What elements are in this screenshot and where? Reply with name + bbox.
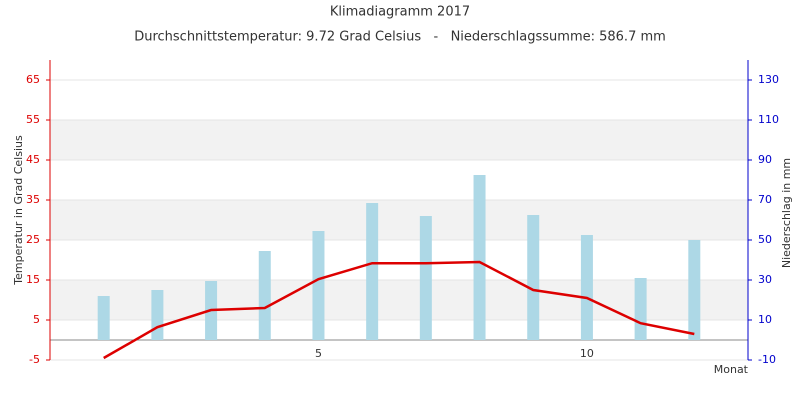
y-tick-label: 65 (26, 73, 40, 86)
y2-tick-label: 10 (758, 313, 772, 326)
y-tick-label: 25 (26, 233, 40, 246)
bar (527, 215, 540, 340)
bar (580, 235, 593, 340)
y-tick-label: 45 (26, 153, 40, 166)
y2-tick-label: 30 (758, 273, 772, 286)
band (50, 280, 748, 320)
band (50, 200, 748, 240)
y-tick-label: 35 (26, 193, 40, 206)
bar (688, 240, 701, 340)
bar (419, 216, 432, 340)
y-tick-label: 55 (26, 113, 40, 126)
line (103, 260, 695, 360)
y2-tick-label: 70 (758, 193, 772, 206)
y-tick-label: -5 (29, 353, 40, 366)
bar (258, 251, 271, 340)
bar (366, 203, 379, 340)
chart-title: Klimadiagramm 2017 (330, 5, 470, 20)
band (50, 120, 748, 160)
bar (312, 231, 325, 340)
y-tick-label: 5 (33, 313, 40, 326)
x-tick-label: 10 (580, 347, 594, 360)
bar (634, 278, 647, 340)
x-axis-label: Monat (714, 363, 749, 376)
y-axis-label: Temperatur in Grad Celsius (12, 135, 25, 286)
y2-tick-label: 50 (758, 233, 772, 246)
chart-subtitle: Durchschnittstemperatur: 9.72 Grad Celsi… (134, 30, 666, 45)
y2-tick-label: -10 (758, 353, 776, 366)
y2-axis-label: Niederschlag in mm (780, 158, 793, 268)
bar (97, 296, 110, 340)
bar (151, 290, 164, 340)
y-tick-label: 15 (26, 273, 40, 286)
y2-tick-label: 130 (758, 73, 779, 86)
x-tick-label: 5 (315, 347, 322, 360)
bar (473, 175, 486, 340)
y2-tick-label: 110 (758, 113, 779, 126)
y2-tick-label: 90 (758, 153, 772, 166)
